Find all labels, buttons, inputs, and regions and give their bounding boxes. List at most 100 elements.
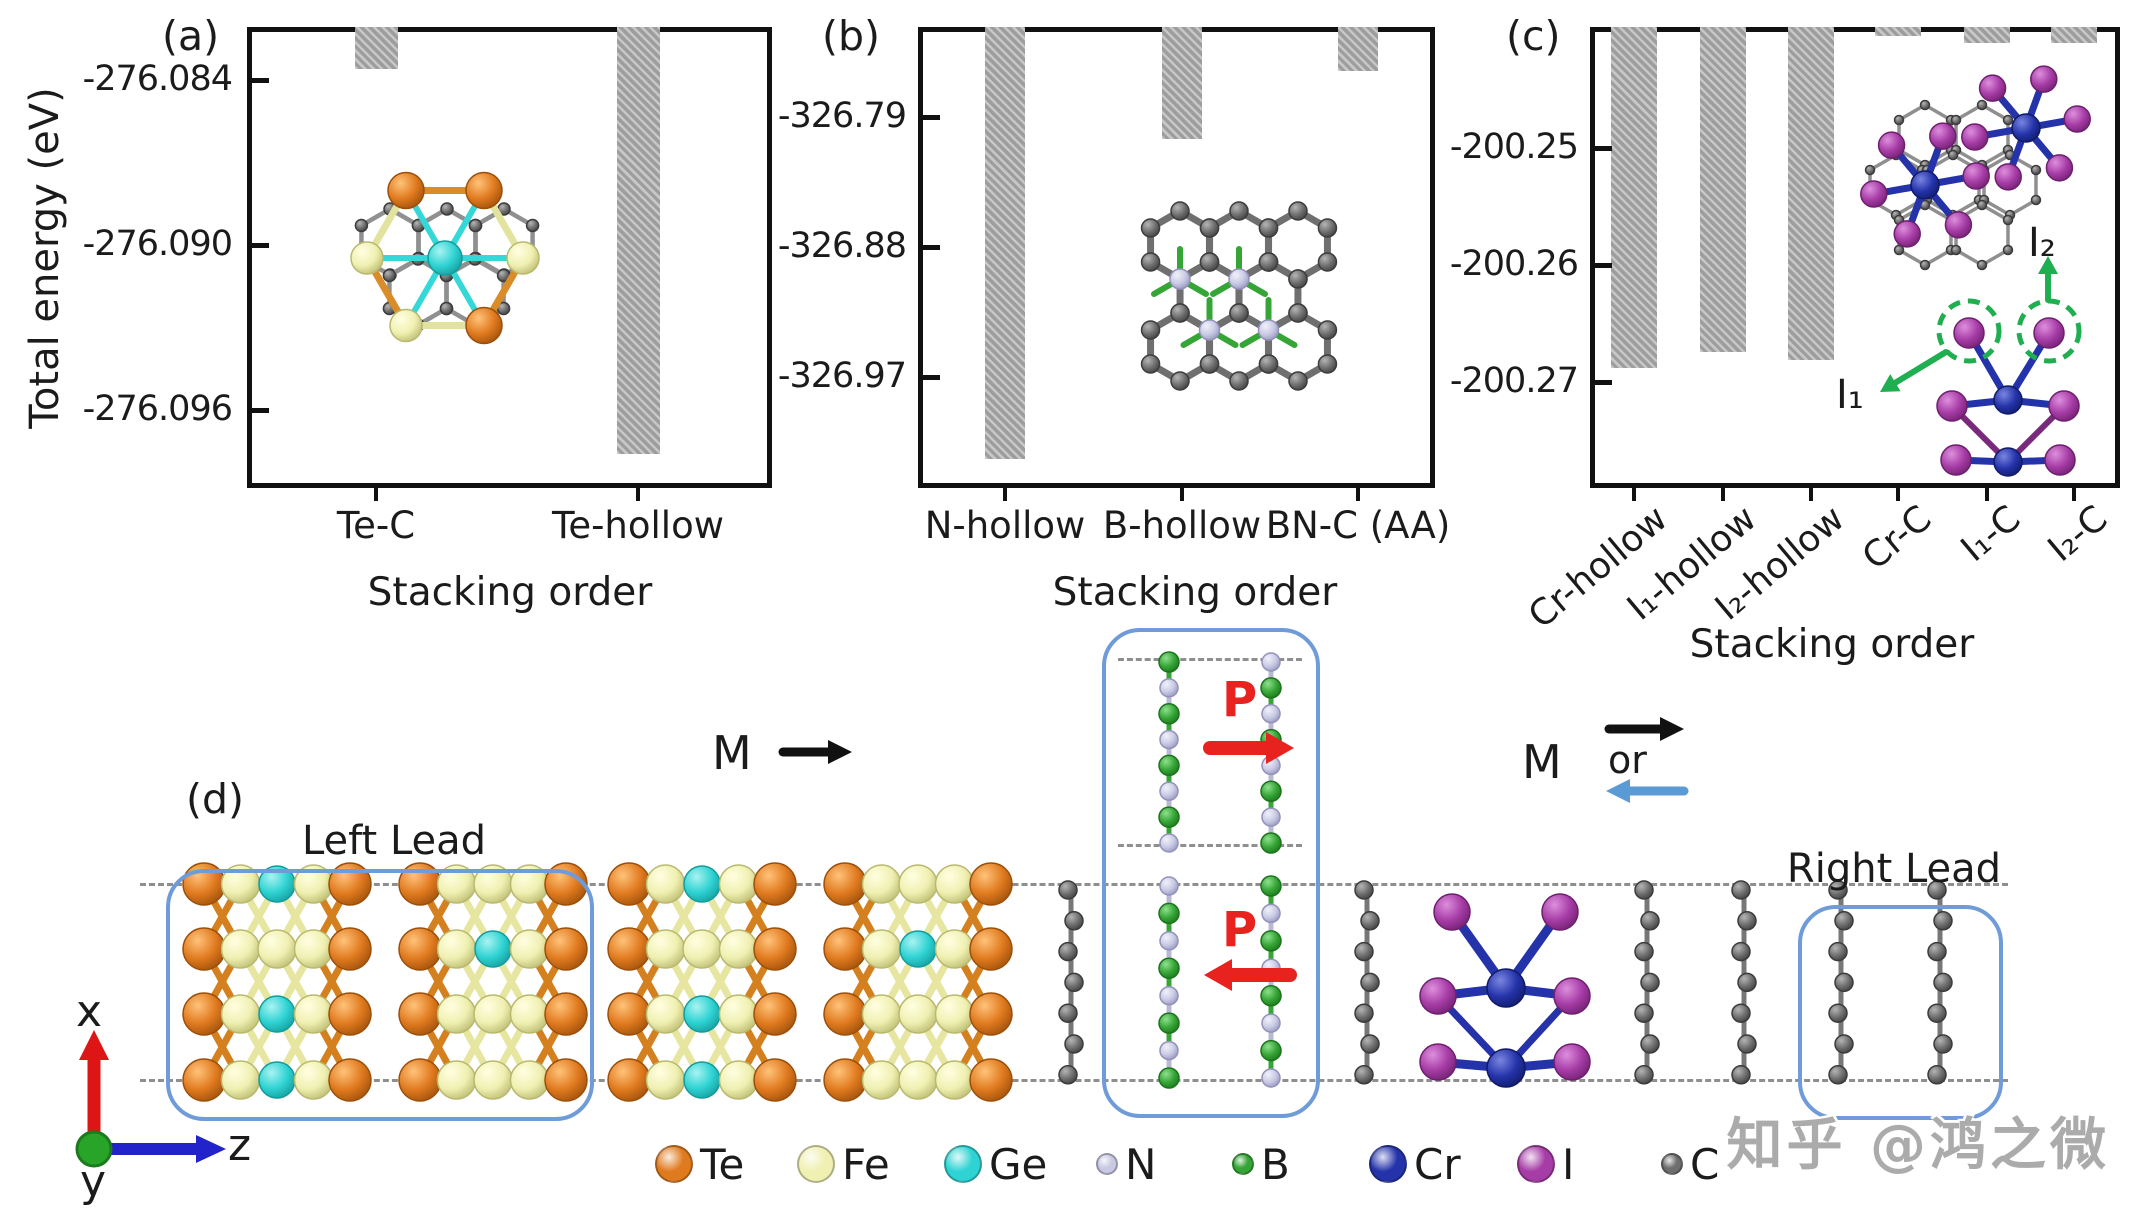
legend-item-te: Te [655,1139,745,1189]
te-atom [823,927,867,971]
panel-d-label: (d) [186,775,245,823]
c-atom [1064,972,1084,993]
panel-b-cat-0: N-hollow [924,504,1086,547]
panel-b-ytick-1: -326.88 [777,226,907,266]
ge-atom-icon [944,1145,982,1183]
y-tick [1595,380,1612,385]
panel-b-xaxis-title: Stacking order [1052,570,1338,615]
panel-c-frame [1590,27,2120,488]
c-atom [1634,1003,1654,1023]
i-atom [1553,1043,1591,1081]
legend-label-ge: Ge [989,1139,1048,1189]
panel-a-cat-1: Te-hollow [552,504,724,547]
axis-x-label: x [76,986,103,1037]
bn-top-dashed-line [1118,658,1302,661]
fegete-slab [823,862,1013,1102]
cr-atom [1486,968,1526,1008]
c-atom [1737,972,1757,993]
y-tick [1595,263,1612,268]
right-lead-box [1798,905,2003,1120]
bar-i-hollow [1700,27,1746,352]
c-atom-icon [1661,1153,1683,1175]
x-tick [636,486,640,501]
right-lead-label: Right Lead [1786,846,2002,892]
fe-atom [861,994,902,1034]
fe-atom [682,929,722,969]
iodine-site-2-label: I₂ [2028,220,2056,266]
panel-a-ytick-0: -276.084 [82,59,233,99]
c-atom [1360,972,1380,993]
y-tick [923,115,940,120]
bar-b-hollow [1162,27,1202,139]
i-atom [1419,1043,1457,1081]
carbon-chain [1634,880,1660,1085]
c-atom [1360,1034,1380,1054]
c-atom [1058,941,1078,962]
y-tick [252,78,269,83]
b-atom-icon [1232,1153,1254,1175]
x-tick [1003,486,1007,501]
i-atom [1553,977,1591,1015]
magnetization-arrow-left-icon [778,740,852,764]
bar-n-hollow [985,27,1025,460]
fe-atom [934,929,975,969]
bar-te-c [354,27,398,69]
fe-atom [934,994,975,1034]
left-lead-box [166,869,594,1121]
te-atom [607,992,651,1036]
magnetization-arrow-right-blue-icon [1606,779,1689,803]
bn-mid-dashed-line [1118,844,1302,847]
bar-te-hollow [616,27,660,454]
legend-item-ge: Ge [944,1139,1048,1189]
x-tick [1180,486,1184,501]
panel-a-xaxis-title: Stacking order [367,570,653,615]
axis-z-label: z [228,1120,252,1171]
c-atom [1634,941,1654,962]
fe-atom [718,929,759,969]
te-atom [823,992,867,1036]
legend-item-n: N [1096,1140,1156,1189]
bar-i-hollow [1788,27,1834,360]
axis-x-arrow-icon [79,1030,109,1147]
panel-a-ytick-1: -276.090 [82,224,233,264]
i-atom [1419,977,1457,1015]
c-atom [1640,1034,1660,1054]
panel-c-label: (c) [1506,12,1561,60]
legend-label-te: Te [700,1139,745,1189]
panel-b-cat-1: B-hollow [1102,504,1262,547]
fe-atom [645,929,686,969]
c-atom [1064,911,1084,931]
i-atom [1433,893,1471,931]
panel-b-cat-2: BN-C (AA) [1265,504,1451,547]
x-tick [1632,486,1636,501]
y-tick [252,243,269,248]
c-atom [1354,1003,1374,1023]
fe-atom [718,994,759,1034]
ge-atom [899,930,937,968]
bar-bn-c-aa [1338,27,1378,71]
polarization-label-top: P [1222,672,1258,728]
legend-item-cr: Cr [1369,1139,1461,1189]
x-tick [1985,486,1989,501]
panel-a-label: (a) [162,12,220,60]
panel-a-frame [247,27,772,488]
i-atom-icon [1517,1145,1555,1183]
bar-i-c [2051,27,2097,43]
legend-label-i: I [1562,1139,1575,1189]
c-atom [1737,911,1757,931]
legend-item-c: C [1661,1140,1719,1189]
bar-cr-c [1875,27,1921,36]
legend-item-b: B [1232,1140,1290,1189]
c-atom [1058,1003,1078,1023]
iodine-site-1-label: I₁ [1836,372,1864,418]
panel-c-ytick-0: -200.25 [1449,127,1579,167]
fegete-slab [607,862,797,1102]
te-atom-icon [655,1145,693,1183]
carbon-chain [1731,880,1757,1085]
fe-atom [645,994,686,1034]
te-atom [753,992,797,1036]
legend-label-cr: Cr [1414,1139,1461,1189]
magnetization-label-right: M [1522,735,1562,789]
cri3-cluster [1419,893,1591,1088]
te-atom [969,927,1013,971]
